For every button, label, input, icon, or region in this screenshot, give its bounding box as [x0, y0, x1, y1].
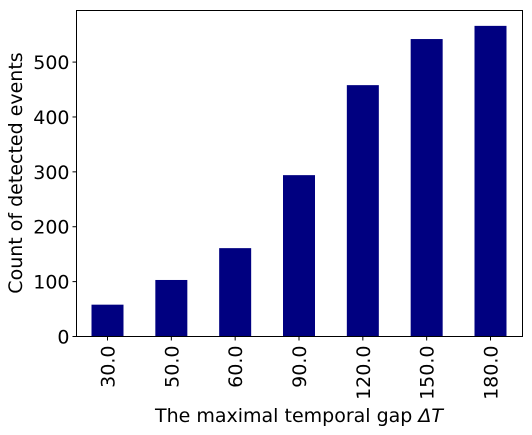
- bar-120.0: [346, 85, 379, 337]
- x-axis-label-symbol: ΔT: [416, 405, 444, 427]
- bar-150.0: [410, 39, 443, 337]
- x-tick-label: 150.0: [417, 346, 439, 400]
- bar-50.0: [155, 279, 188, 337]
- x-axis: 30.0 50.0 60.0 90.0 120.0 150.0 180.0: [98, 336, 503, 400]
- y-tick-label: 400: [33, 107, 69, 129]
- x-tick-label: 50.0: [161, 346, 183, 388]
- x-axis-label: The maximal temporal gap ΔT: [154, 405, 444, 427]
- y-tick-label: 300: [33, 162, 69, 184]
- bar-60.0: [219, 248, 252, 337]
- y-tick-label: 0: [57, 327, 69, 349]
- bar-30.0: [91, 304, 124, 337]
- y-tick-label: 200: [33, 217, 69, 239]
- x-tick-label: 30.0: [98, 346, 120, 388]
- bar-90.0: [283, 175, 315, 337]
- x-tick-label: 60.0: [225, 346, 247, 388]
- y-axis: 0 100 200 300 400 500: [33, 52, 77, 349]
- y-tick-label: 500: [33, 52, 69, 74]
- x-tick-label: 90.0: [289, 346, 311, 388]
- bars-group: [91, 25, 507, 337]
- x-tick-label: 120.0: [353, 346, 375, 400]
- x-axis-label-text: The maximal temporal gap: [154, 405, 418, 427]
- plot-frame: [76, 10, 523, 337]
- y-tick-label: 100: [33, 272, 69, 294]
- y-axis-label: Count of detected events: [5, 52, 27, 293]
- bar-180.0: [474, 25, 507, 337]
- x-tick-label: 180.0: [481, 346, 503, 400]
